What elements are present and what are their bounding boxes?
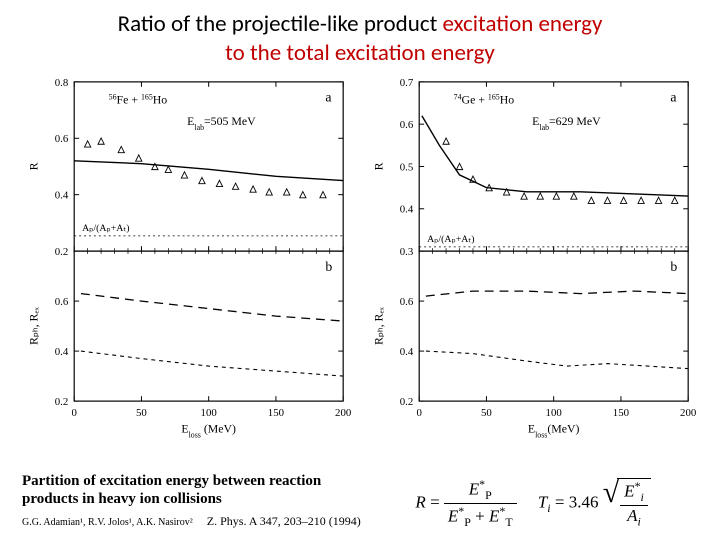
svg-text:R: R bbox=[372, 162, 386, 170]
svg-text:0.6: 0.6 bbox=[400, 119, 414, 131]
svg-text:Eloss(MeV): Eloss(MeV) bbox=[528, 421, 580, 438]
svg-text:200: 200 bbox=[335, 406, 351, 418]
reference-title: Partition of excitation energy between r… bbox=[22, 472, 368, 508]
svg-text:Aₚ/(Aₚ+Aₜ): Aₚ/(Aₚ+Aₜ) bbox=[427, 233, 475, 244]
svg-text:0.7: 0.7 bbox=[400, 76, 414, 88]
svg-text:Elab=505 MeV: Elab=505 MeV bbox=[187, 114, 256, 132]
svg-text:Rₚₕ, Rₑₓ: Rₚₕ, Rₑₓ bbox=[372, 306, 386, 345]
svg-text:74Ge + 165Ho: 74Ge + 165Ho bbox=[454, 92, 515, 107]
reference-authors: G.G. Adamian¹, R.V. Jolos¹, A.K. Nasirov… bbox=[22, 517, 193, 528]
svg-text:b: b bbox=[670, 258, 677, 273]
reference-block: Partition of excitation energy between r… bbox=[22, 472, 368, 530]
svg-text:a: a bbox=[670, 89, 676, 104]
svg-text:0.4: 0.4 bbox=[55, 189, 69, 201]
formula-R: R bbox=[415, 492, 425, 511]
svg-text:0.5: 0.5 bbox=[400, 161, 414, 173]
svg-text:100: 100 bbox=[546, 406, 562, 418]
footer-row: Partition of excitation energy between r… bbox=[0, 472, 720, 530]
svg-text:a: a bbox=[325, 89, 331, 104]
svg-text:50: 50 bbox=[481, 406, 492, 418]
svg-text:Elab=629 MeV: Elab=629 MeV bbox=[532, 114, 601, 132]
formula-frac1: E*P E*P + E*T bbox=[444, 477, 517, 530]
svg-text:Rₚₕ, Rₑₓ: Rₚₕ, Rₑₓ bbox=[27, 306, 41, 345]
svg-text:0.4: 0.4 bbox=[55, 346, 69, 358]
formula-sqrt: √ E*i Ai bbox=[603, 478, 651, 529]
reference-journal: Z. Phys. A 347, 203–210 (1994) bbox=[207, 514, 361, 528]
svg-text:Aₚ/(Aₚ+Aₜ): Aₚ/(Aₚ+Aₜ) bbox=[82, 222, 130, 233]
svg-text:150: 150 bbox=[613, 406, 629, 418]
svg-text:Eloss (MeV): Eloss (MeV) bbox=[181, 421, 236, 438]
svg-text:150: 150 bbox=[268, 406, 284, 418]
charts-container: 0 50 100 150 200 0.2 0.4 0.6 0.8 0.2 0.4 0.6 R Rₚₕ, R… bbox=[0, 72, 720, 444]
svg-text:0.6: 0.6 bbox=[55, 133, 69, 145]
svg-text:50: 50 bbox=[136, 406, 147, 418]
formula-block: R = E*P E*P + E*T Ti = 3.46 √ E*i Ai bbox=[368, 477, 698, 530]
svg-text:0.3: 0.3 bbox=[400, 246, 414, 258]
svg-text:0: 0 bbox=[71, 406, 76, 418]
svg-text:0: 0 bbox=[416, 406, 421, 418]
chart-left: 0 50 100 150 200 0.2 0.4 0.6 0.8 0.2 0.4 0.6 R Rₚₕ, R… bbox=[20, 74, 355, 444]
svg-text:0.4: 0.4 bbox=[400, 203, 414, 215]
svg-text:100: 100 bbox=[201, 406, 217, 418]
svg-text:b: b bbox=[325, 258, 332, 273]
chart-right-svg: 0 50 100 150 200 0.3 0.4 0.5 0.6 0.7 0.2 0.4 0.6 R Rₚₕ… bbox=[365, 74, 700, 439]
svg-text:200: 200 bbox=[680, 406, 696, 418]
svg-text:0.2: 0.2 bbox=[55, 396, 69, 408]
chart-left-svg: 0 50 100 150 200 0.2 0.4 0.6 0.8 0.2 0.4 0.6 R Rₚₕ, R… bbox=[20, 74, 355, 439]
title-line1-accent: excitation energy bbox=[442, 10, 602, 38]
svg-text:R: R bbox=[27, 162, 41, 170]
svg-text:0.4: 0.4 bbox=[400, 346, 414, 358]
title-line1-main: Ratio of the projectile-like product bbox=[118, 10, 443, 38]
svg-text:0.2: 0.2 bbox=[55, 246, 69, 258]
svg-text:0.2: 0.2 bbox=[400, 396, 414, 408]
svg-text:56Fe + 165Ho: 56Fe + 165Ho bbox=[109, 92, 168, 107]
title-line2: to the total excitation energy bbox=[225, 39, 495, 67]
slide-title: Ratio of the projectile-like product exc… bbox=[0, 0, 720, 72]
svg-text:0.8: 0.8 bbox=[55, 76, 69, 88]
svg-text:0.6: 0.6 bbox=[400, 296, 414, 308]
svg-text:0.6: 0.6 bbox=[55, 296, 69, 308]
chart-right: 0 50 100 150 200 0.3 0.4 0.5 0.6 0.7 0.2 0.4 0.6 R Rₚₕ… bbox=[365, 74, 700, 444]
